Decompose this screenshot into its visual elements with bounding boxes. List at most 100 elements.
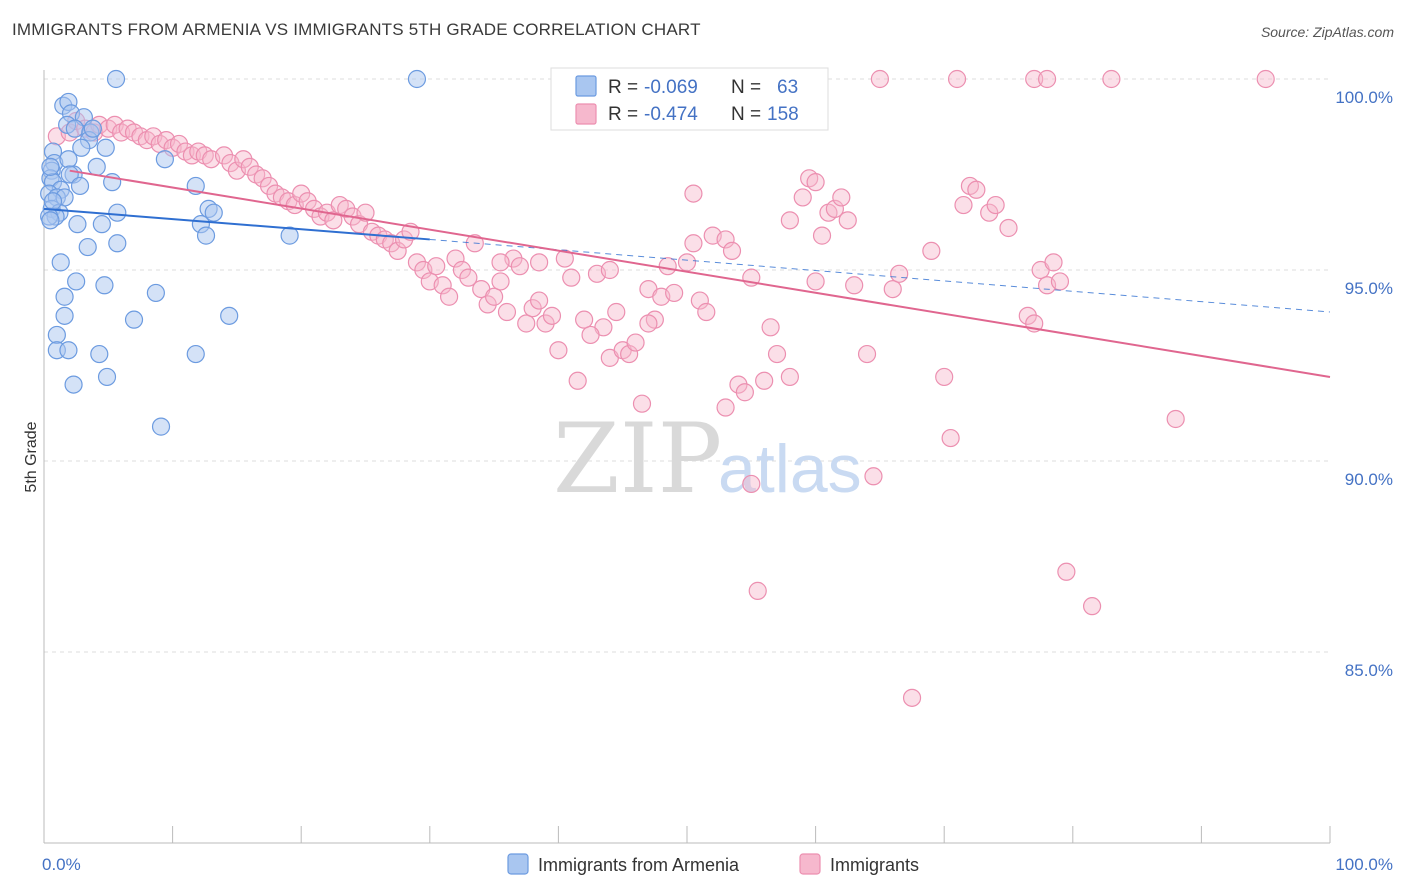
point-immigrants <box>240 157 259 176</box>
point-immigrants <box>388 241 407 260</box>
point-armenia <box>90 344 109 364</box>
point-immigrants <box>690 291 709 310</box>
point-immigrants <box>832 188 851 207</box>
point-immigrants <box>825 199 844 218</box>
watermark: ZIP atlas <box>553 403 862 515</box>
point-armenia <box>55 287 74 306</box>
point-immigrants <box>478 295 497 314</box>
point-armenia <box>72 138 91 157</box>
point-immigrants <box>292 184 311 203</box>
y-tick-label: 85.0% <box>1345 661 1393 680</box>
legend-swatch-armenia <box>575 75 597 97</box>
point-immigrants <box>446 249 465 268</box>
point-immigrants <box>491 253 510 272</box>
bottom-legend-armenia: Immigrants from Armenia <box>538 855 740 875</box>
point-immigrants <box>253 169 272 188</box>
point-immigrants <box>941 428 960 448</box>
point-armenia <box>280 226 299 245</box>
point-immigrants <box>780 211 799 230</box>
legend-r-value-b: -0.474 <box>644 104 698 125</box>
point-immigrants <box>986 195 1005 215</box>
point-immigrants <box>761 318 780 337</box>
legend-r-label-a: R = <box>608 77 638 98</box>
x-tick-label-min: 0.0% <box>42 855 81 874</box>
legend-r-label-b: R = <box>608 104 638 125</box>
point-immigrants <box>452 260 472 280</box>
point-immigrants <box>684 184 703 203</box>
y-tick-label: 95.0% <box>1345 279 1393 298</box>
point-armenia <box>83 119 102 138</box>
point-armenia <box>96 138 115 157</box>
point-immigrants <box>748 581 767 600</box>
point-immigrants <box>1057 562 1076 581</box>
correlation-legend: R = -0.069 N = 63 R = -0.474 N = 158 <box>550 67 829 131</box>
point-armenia <box>220 306 239 325</box>
trend-line-armenia <box>43 207 430 241</box>
point-armenia <box>64 375 83 394</box>
point-immigrants <box>491 272 510 291</box>
point-armenia <box>70 176 90 196</box>
point-immigrants <box>536 314 555 333</box>
point-immigrants <box>883 280 902 299</box>
point-immigrants <box>665 283 684 303</box>
legend-n-label-a: N = <box>731 77 761 98</box>
point-immigrants <box>620 344 639 364</box>
point-immigrants <box>581 325 600 345</box>
point-immigrants <box>626 333 645 352</box>
point-armenia <box>97 367 117 387</box>
point-immigrants <box>729 375 748 394</box>
point-immigrants <box>755 371 774 390</box>
point-immigrants <box>549 341 568 360</box>
point-immigrants <box>735 383 754 402</box>
chart-title: IMMIGRANTS FROM ARMENIA VS IMMIGRANTS 5T… <box>12 20 701 39</box>
x-tick-label-max: 100.0% <box>1335 855 1393 874</box>
point-immigrants <box>742 474 761 494</box>
y-tick-label: 90.0% <box>1345 470 1393 489</box>
legend-n-value-a: 63 <box>777 77 798 98</box>
watermark-atlas: atlas <box>718 431 862 507</box>
point-armenia <box>51 253 70 272</box>
point-immigrants <box>1018 306 1037 325</box>
point-immigrants <box>639 314 658 333</box>
point-immigrants <box>530 291 549 310</box>
series-immigrants-points <box>47 69 1275 707</box>
point-immigrants <box>1082 597 1102 616</box>
point-armenia <box>55 306 74 325</box>
point-immigrants <box>947 69 967 89</box>
point-immigrants <box>433 276 452 295</box>
trend-line-armenia-extrapolated <box>429 238 1331 313</box>
point-immigrants <box>1025 69 1044 89</box>
point-immigrants <box>838 211 857 230</box>
point-armenia <box>407 69 427 89</box>
point-armenia <box>68 215 87 234</box>
point-immigrants <box>716 230 735 249</box>
point-immigrants <box>999 218 1018 238</box>
legend-n-value-b: 158 <box>767 104 799 125</box>
point-armenia <box>146 283 165 303</box>
point-immigrants <box>1044 253 1063 272</box>
point-immigrants <box>722 241 742 260</box>
point-immigrants <box>459 268 478 287</box>
point-immigrants <box>1166 409 1185 429</box>
point-armenia <box>108 234 127 253</box>
point-armenia <box>204 203 223 222</box>
x-axis-ticks: 0.0% 100.0% <box>42 826 1393 874</box>
point-immigrants <box>902 688 922 707</box>
point-immigrants <box>870 69 890 89</box>
series-armenia-points <box>40 69 427 436</box>
point-armenia <box>92 215 111 234</box>
point-immigrants <box>1050 272 1070 291</box>
point-armenia <box>41 211 60 230</box>
legend-n-label-b: N = <box>731 104 761 125</box>
point-immigrants <box>427 257 446 276</box>
point-immigrants <box>568 371 587 390</box>
point-immigrants <box>806 173 825 192</box>
point-armenia <box>78 237 97 257</box>
point-armenia <box>151 417 171 436</box>
point-armenia <box>60 165 79 184</box>
point-armenia <box>59 341 78 360</box>
point-immigrants <box>716 398 735 417</box>
point-immigrants <box>890 264 909 283</box>
point-immigrants <box>542 306 562 325</box>
